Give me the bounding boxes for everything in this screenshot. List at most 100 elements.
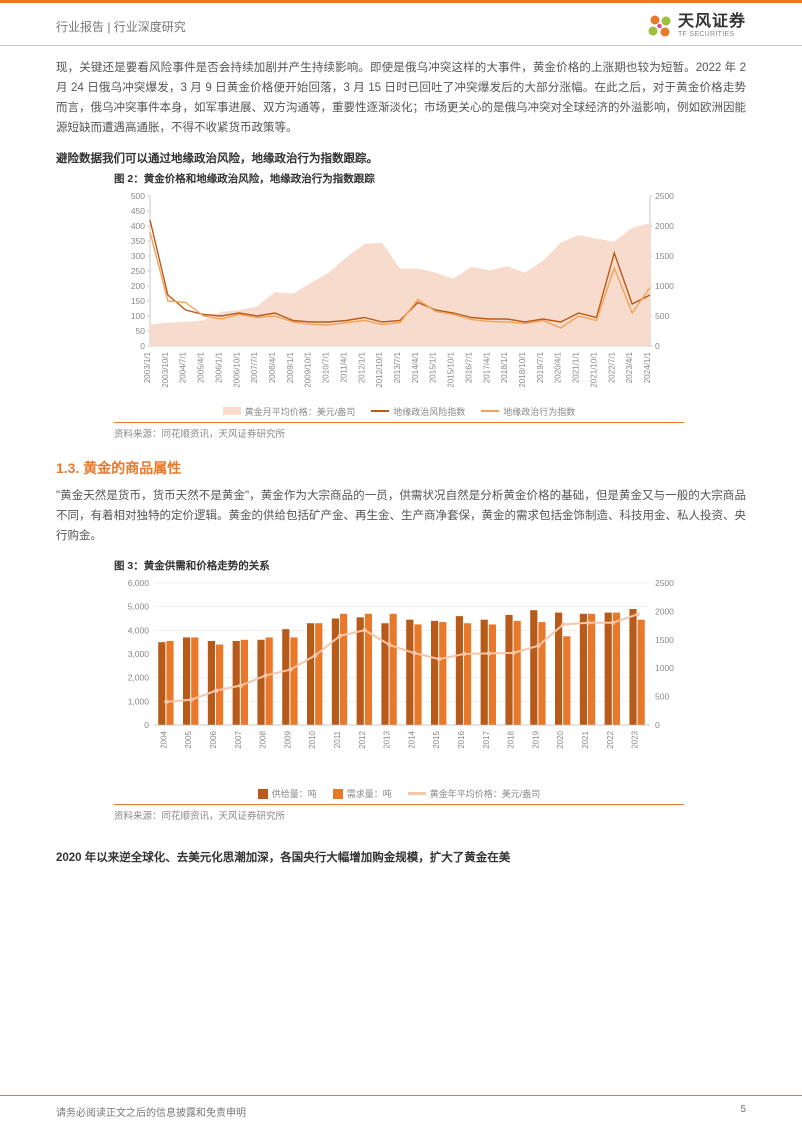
svg-text:2006/1/1: 2006/1/1 <box>214 351 223 383</box>
figure3-title: 图 3：黄金供需和价格走势的关系 <box>114 558 746 573</box>
svg-text:2012/10/1: 2012/10/1 <box>375 351 384 387</box>
svg-text:2021: 2021 <box>581 730 590 748</box>
svg-text:2014: 2014 <box>407 730 416 748</box>
svg-text:50: 50 <box>136 326 146 336</box>
company-logo: 天风证券 TF SECURITIES <box>646 13 746 39</box>
svg-text:2009/10/1: 2009/10/1 <box>304 351 313 387</box>
svg-text:0: 0 <box>140 341 145 351</box>
svg-text:2006/10/1: 2006/10/1 <box>232 351 241 387</box>
svg-text:2016: 2016 <box>457 730 466 748</box>
svg-text:2,000: 2,000 <box>128 673 150 683</box>
svg-text:1,000: 1,000 <box>128 696 150 706</box>
logo-text-en: TF SECURITIES <box>678 31 746 39</box>
svg-text:2019/7/1: 2019/7/1 <box>536 351 545 383</box>
paragraph-intro: 现，关键还是要看风险事件是否会持续加剧并产生持续影响。即使是俄乌冲突这样的大事件… <box>56 58 746 139</box>
logo-icon <box>646 13 674 39</box>
svg-text:2010/7/1: 2010/7/1 <box>322 351 331 383</box>
svg-text:2012: 2012 <box>358 730 367 748</box>
svg-text:2015: 2015 <box>432 730 441 748</box>
svg-text:2007: 2007 <box>234 730 243 748</box>
svg-text:2000: 2000 <box>655 221 674 231</box>
svg-text:1000: 1000 <box>655 281 674 291</box>
svg-text:500: 500 <box>655 692 669 702</box>
svg-text:1500: 1500 <box>655 635 674 645</box>
svg-text:2005: 2005 <box>184 730 193 748</box>
svg-text:2024/1/1: 2024/1/1 <box>643 351 652 383</box>
figure2-source: 资料来源：同花顺资讯，天风证券研究所 <box>114 422 684 440</box>
page-content: 现，关键还是要看风险事件是否会持续加剧并产生持续影响。即使是俄乌冲突这样的大事件… <box>0 46 802 868</box>
svg-text:2500: 2500 <box>655 578 674 588</box>
svg-text:2021/1/1: 2021/1/1 <box>572 351 581 383</box>
svg-text:2014/4/1: 2014/4/1 <box>411 351 420 383</box>
svg-text:350: 350 <box>131 236 145 246</box>
svg-text:2003/10/1: 2003/10/1 <box>161 351 170 387</box>
page-footer: 请务必阅读正文之后的信息披露和免责申明 5 <box>0 1095 802 1133</box>
svg-text:500: 500 <box>131 191 145 201</box>
svg-text:2020/4/1: 2020/4/1 <box>554 351 563 383</box>
svg-text:2011: 2011 <box>333 730 342 748</box>
svg-text:2005/4/1: 2005/4/1 <box>197 351 206 383</box>
svg-text:2003/1/1: 2003/1/1 <box>143 351 152 383</box>
svg-text:2500: 2500 <box>655 191 674 201</box>
svg-text:2010: 2010 <box>308 730 317 748</box>
svg-text:2016/7/1: 2016/7/1 <box>464 351 473 383</box>
svg-text:6,000: 6,000 <box>128 578 150 588</box>
page-header: 行业报告 | 行业深度研究 天风证券 TF SECURITIES <box>0 3 802 46</box>
svg-text:300: 300 <box>131 251 145 261</box>
svg-text:2018/10/1: 2018/10/1 <box>518 351 527 387</box>
figure3-source: 资料来源：同花顺资讯，天风证券研究所 <box>114 804 684 822</box>
bold-summary-2: 2020 年以来逆全球化、去美元化思潮加深，各国央行大幅增加购金规模，扩大了黄金… <box>56 848 746 868</box>
svg-text:1500: 1500 <box>655 251 674 261</box>
breadcrumb: 行业报告 | 行业深度研究 <box>56 18 186 35</box>
svg-text:2023: 2023 <box>631 730 640 748</box>
svg-text:2015/1/1: 2015/1/1 <box>429 351 438 383</box>
svg-text:2022: 2022 <box>606 730 615 748</box>
svg-text:2004: 2004 <box>159 730 168 748</box>
svg-text:100: 100 <box>131 311 145 321</box>
svg-text:0: 0 <box>144 720 149 730</box>
svg-text:3,000: 3,000 <box>128 649 150 659</box>
svg-text:200: 200 <box>131 281 145 291</box>
svg-text:2009: 2009 <box>283 730 292 748</box>
svg-text:2011/4/1: 2011/4/1 <box>339 351 348 382</box>
figure2-legend: 黄金月平均价格：美元/盎司地缘政治风险指数地缘政治行为指数 <box>114 405 684 418</box>
svg-text:400: 400 <box>131 221 145 231</box>
paragraph-1-3: "黄金天然是货币，货币天然不是黄金"，黄金作为大宗商品的一员，供需状况自然是分析… <box>56 486 746 546</box>
svg-text:2018: 2018 <box>507 730 516 748</box>
bold-summary-1: 避险数据我们可以通过地缘政治风险，地缘政治行为指数跟踪。 <box>56 149 746 169</box>
svg-text:2000: 2000 <box>655 606 674 616</box>
svg-text:2006: 2006 <box>209 730 218 748</box>
svg-text:2004/7/1: 2004/7/1 <box>179 351 188 383</box>
svg-text:2008/4/1: 2008/4/1 <box>268 351 277 383</box>
footer-disclaimer: 请务必阅读正文之后的信息披露和免责申明 <box>56 1104 246 1119</box>
svg-text:150: 150 <box>131 296 145 306</box>
svg-text:2017/4/1: 2017/4/1 <box>482 351 491 383</box>
svg-text:0: 0 <box>655 720 660 730</box>
svg-text:2012/1/1: 2012/1/1 <box>357 351 366 383</box>
svg-text:0: 0 <box>655 341 660 351</box>
svg-text:2007/7/1: 2007/7/1 <box>250 351 259 383</box>
svg-text:5,000: 5,000 <box>128 602 150 612</box>
svg-text:450: 450 <box>131 206 145 216</box>
figure3-legend: 供给量：吨需求量：吨黄金年平均价格：美元/盎司 <box>114 787 684 800</box>
svg-text:2008: 2008 <box>259 730 268 748</box>
svg-text:2022/7/1: 2022/7/1 <box>607 351 616 383</box>
svg-text:2017: 2017 <box>482 730 491 748</box>
section-1-3-heading: 1.3. 黄金的商品属性 <box>56 458 746 478</box>
svg-text:2023/4/1: 2023/4/1 <box>625 351 634 383</box>
svg-text:2013/7/1: 2013/7/1 <box>393 351 402 383</box>
svg-text:250: 250 <box>131 266 145 276</box>
page-number: 5 <box>740 1104 746 1119</box>
figure2-chart: 0 50 100 150 200 250 300 350 400 450 500 0 500 1000 15… <box>114 188 684 418</box>
logo-text-cn: 天风证券 <box>678 13 746 31</box>
svg-text:500: 500 <box>655 311 669 321</box>
svg-text:1000: 1000 <box>655 663 674 673</box>
svg-text:4,000: 4,000 <box>128 625 150 635</box>
svg-text:2019: 2019 <box>531 730 540 748</box>
svg-text:2013: 2013 <box>383 730 392 748</box>
figure2-title: 图 2：黄金价格和地缘政治风险，地缘政治行为指数跟踪 <box>114 171 746 186</box>
svg-text:2015/10/1: 2015/10/1 <box>447 351 456 387</box>
svg-text:2018/1/1: 2018/1/1 <box>500 351 509 383</box>
svg-text:2020: 2020 <box>556 730 565 748</box>
svg-text:2009/1/1: 2009/1/1 <box>286 351 295 383</box>
